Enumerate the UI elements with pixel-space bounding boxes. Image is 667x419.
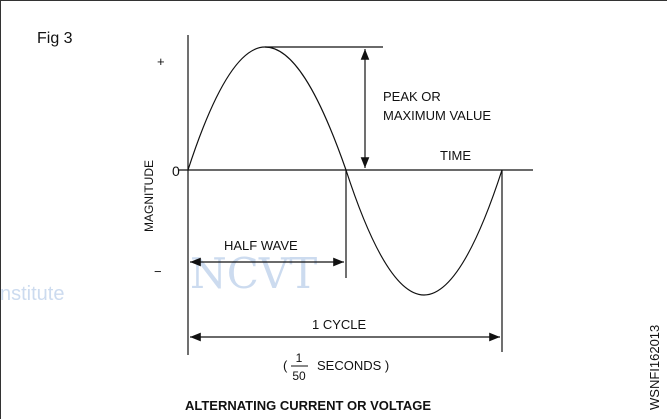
period-paren: (: [283, 358, 288, 373]
minus-label: −: [154, 264, 162, 279]
period-numerator: 1: [296, 351, 303, 365]
plus-label: +: [157, 54, 165, 69]
period-denominator: 50: [292, 369, 306, 383]
cycle-label: 1 CYCLE: [312, 317, 367, 332]
period-text: SECONDS ): [317, 358, 389, 373]
watermark-text: nstitute: [0, 283, 64, 305]
peak-label: MAXIMUM VALUE: [383, 108, 491, 123]
watermark-text: NCVT: [190, 249, 317, 298]
peak-label: PEAK OR: [383, 89, 441, 104]
figure-code: WSNFI162013: [647, 325, 662, 410]
figure-label: Fig 3: [37, 30, 73, 47]
half-wave-label: HALF WAVE: [224, 238, 298, 253]
caption: ALTERNATING CURRENT OR VOLTAGE: [185, 398, 431, 413]
y-axis-label: MAGNITUDE: [142, 160, 156, 232]
time-label: TIME: [440, 148, 471, 163]
zero-label: 0: [172, 163, 180, 179]
